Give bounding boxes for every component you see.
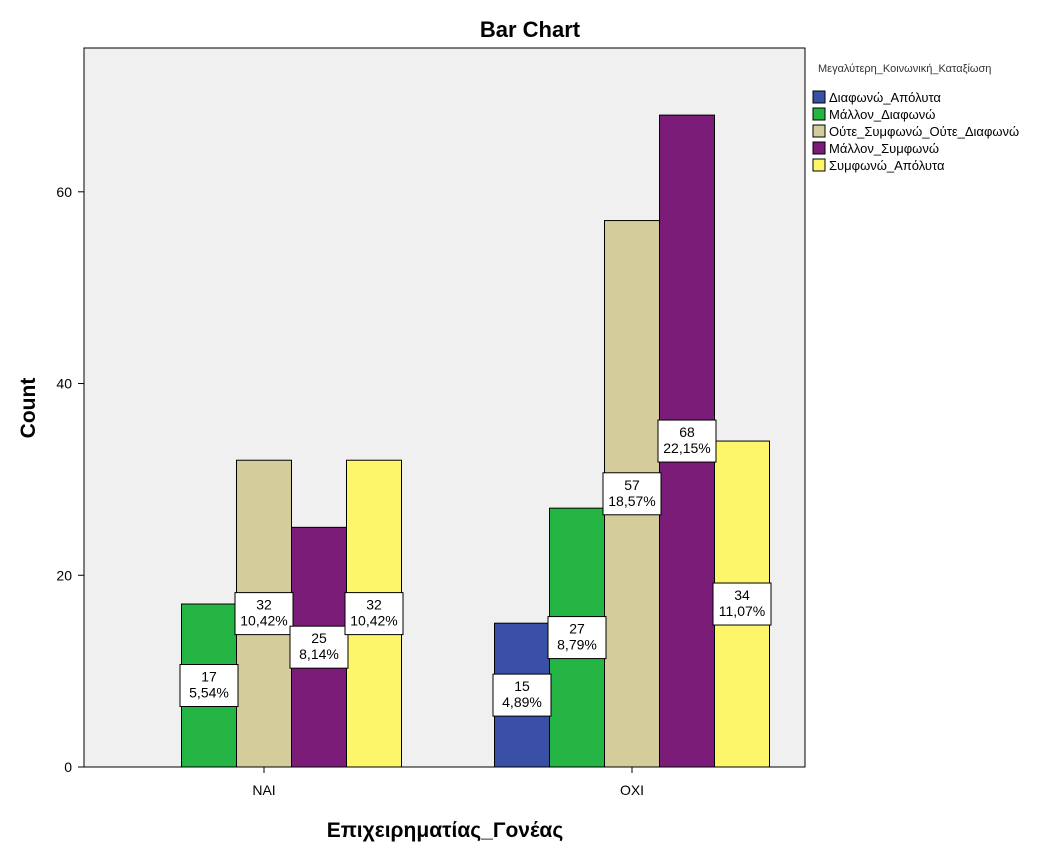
data-label-text: 17: [201, 669, 217, 685]
axis-ticks-layer: 0 20 40 60 ΝΑΙ ΟΧΙ: [56, 184, 644, 798]
data-label-text: 8,14%: [299, 646, 339, 662]
data-label-text: 25: [311, 630, 327, 646]
y-tick-label: 0: [64, 759, 72, 775]
data-label-text: 34: [734, 587, 750, 603]
data-label-text: 68: [679, 424, 695, 440]
x-tick-label: ΟΧΙ: [620, 782, 644, 798]
x-axis-title: Επιχειρηματίας_Γονέας: [327, 819, 564, 842]
legend-swatch: [812, 158, 826, 172]
data-label-box: [657, 419, 717, 463]
data-label-box: [344, 592, 404, 636]
legend-swatch: [812, 124, 826, 138]
data-label: 154,89%: [492, 673, 552, 717]
data-label-text: 5,54%: [189, 685, 229, 701]
y-tick-label: 20: [56, 567, 72, 583]
data-label-text: 18,57%: [608, 493, 655, 509]
legend-title: Μεγαλύτερη_Κοινωνική_Καταξίωση: [818, 63, 991, 75]
data-label-text: 22,15%: [663, 440, 710, 456]
data-label-text: 8,79%: [557, 637, 597, 653]
data-label-text: 11,07%: [719, 603, 765, 619]
data-label-text: 15: [514, 678, 530, 694]
x-tick-label: ΝΑΙ: [252, 782, 275, 798]
data-label: 278,79%: [547, 616, 607, 660]
data-label-box: [547, 616, 607, 660]
data-labels-layer: 175,54%3210,42%258,14%3210,42%154,89%278…: [179, 419, 772, 717]
legend-label: Ούτε_Συμφωνώ_Ούτε_Διαφωνώ: [829, 124, 1019, 139]
legend-item: Μάλλον_Διαφωνώ: [812, 107, 935, 122]
data-label-box: [179, 664, 239, 708]
legend-label: Διαφωνώ_Απόλυτα: [829, 90, 941, 105]
data-label-text: 4,89%: [502, 694, 542, 710]
legend: Μεγαλύτερη_Κοινωνική_Καταξίωση Διαφωνώ_Α…: [812, 63, 1019, 173]
y-tick-label: 40: [56, 376, 72, 392]
data-label-box: [712, 582, 772, 626]
data-label-text: 27: [569, 621, 585, 637]
chart-title: Bar Chart: [480, 17, 581, 42]
legend-item: Διαφωνώ_Απόλυτα: [812, 90, 941, 105]
data-label: 258,14%: [289, 625, 349, 669]
data-label: 175,54%: [179, 664, 239, 708]
legend-item: Μάλλον_Συμφωνώ: [812, 141, 939, 156]
y-axis-title: Count: [17, 378, 40, 439]
data-label-box: [234, 592, 294, 636]
data-label-text: 10,42%: [240, 613, 287, 629]
data-label-text: 57: [624, 477, 640, 493]
y-tick-label: 60: [56, 184, 72, 200]
legend-label: Μάλλον_Διαφωνώ: [829, 107, 935, 122]
data-label-text: 32: [366, 597, 382, 613]
legend-swatch: [812, 141, 826, 155]
legend-items: Διαφωνώ_Απόλυτα Μάλλον_Διαφωνώ Ούτε_Συμφων…: [812, 90, 1019, 173]
data-label-box: [289, 625, 349, 669]
data-label-box: [602, 472, 662, 516]
legend-label: Συμφωνώ_Απόλυτα: [829, 158, 945, 173]
data-label-text: 10,42%: [350, 613, 397, 629]
legend-label: Μάλλον_Συμφωνώ: [829, 141, 939, 156]
legend-item: Συμφωνώ_Απόλυτα: [812, 158, 945, 173]
legend-swatch: [812, 90, 826, 104]
data-label-box: [492, 673, 552, 717]
legend-item: Ούτε_Συμφωνώ_Ούτε_Διαφωνώ: [812, 124, 1019, 139]
legend-swatch: [812, 107, 826, 121]
data-label-text: 32: [256, 597, 272, 613]
